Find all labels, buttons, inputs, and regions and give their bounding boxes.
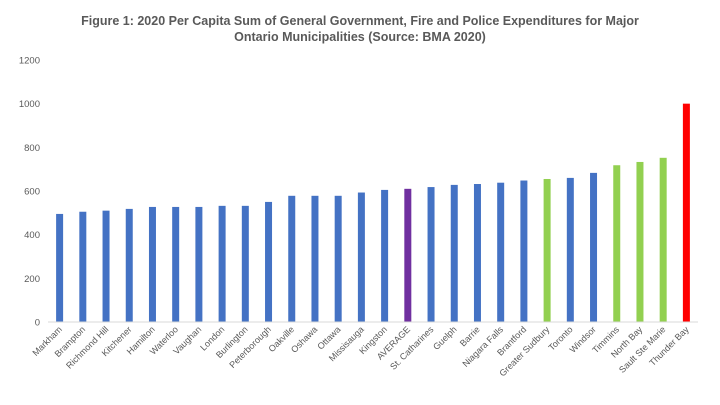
chart-title-line-1: Figure 1: 2020 Per Capita Sum of General… (81, 14, 639, 28)
y-tick-label: 800 (24, 143, 40, 154)
y-tick-label: 0 (35, 318, 40, 329)
bar (311, 195, 319, 322)
bar (473, 184, 481, 322)
bar (566, 177, 574, 322)
bar (427, 187, 435, 322)
bars (56, 103, 690, 322)
bar (241, 205, 249, 322)
bar (357, 192, 365, 322)
y-tick-label: 1000 (19, 99, 40, 110)
bar (543, 178, 551, 322)
bar (636, 161, 644, 322)
y-tick-label: 1200 (19, 56, 40, 67)
y-tick-label: 200 (24, 274, 40, 285)
bar (613, 165, 621, 322)
x-tick-label: Guelph (431, 324, 459, 352)
bar (172, 206, 180, 322)
bar (497, 182, 505, 322)
bar (659, 157, 667, 322)
y-axis-ticks: 0 200 400 600 800 1000 1200 (19, 56, 40, 329)
bar (520, 180, 528, 322)
bar (195, 206, 203, 322)
bar (682, 103, 690, 322)
chart-title: Figure 1: 2020 Per Capita Sum of General… (0, 13, 720, 45)
bar (334, 195, 342, 322)
bar (79, 211, 87, 322)
y-tick-label: 400 (24, 230, 40, 241)
chart-title-line-2: Ontario Municipalities (Source: BMA 2020… (234, 30, 486, 44)
bar (265, 201, 273, 322)
bar (288, 195, 296, 322)
bar (381, 189, 389, 322)
bar (450, 184, 458, 322)
bar (125, 208, 133, 322)
bar (102, 210, 110, 322)
bar (148, 206, 156, 322)
bar (404, 188, 412, 322)
bar (590, 172, 598, 322)
bar (218, 205, 226, 322)
y-tick-label: 600 (24, 187, 40, 198)
bar (56, 213, 64, 322)
